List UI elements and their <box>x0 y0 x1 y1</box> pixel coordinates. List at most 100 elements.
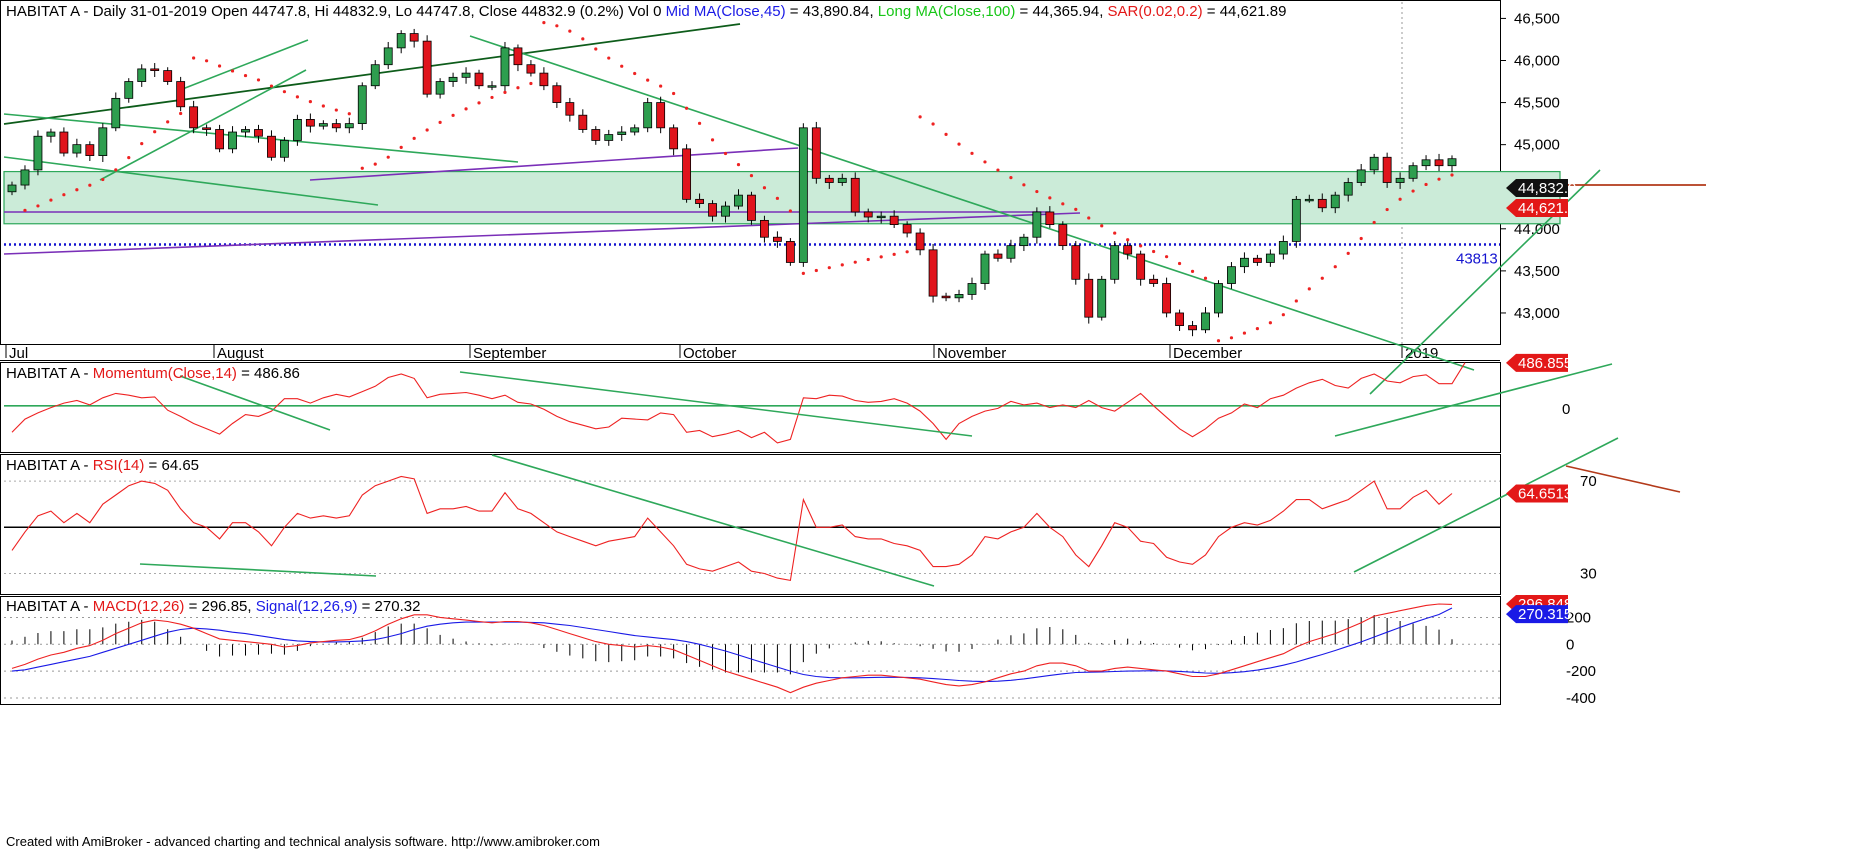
sar-dot <box>36 204 40 208</box>
sar-dot <box>399 145 403 149</box>
sar-dot <box>659 84 663 88</box>
price-y-tick-label: 46,000 <box>1514 52 1560 69</box>
momentum-value: = 486.86 <box>237 365 300 382</box>
sar-dot <box>192 56 196 60</box>
candle-body <box>850 177 860 213</box>
trendline-downtrend <box>469 35 1475 371</box>
candle-body <box>176 81 186 108</box>
sar-dot <box>633 71 637 76</box>
long-ma-label: Long MA(Close,100) <box>878 3 1016 20</box>
sar-dot <box>970 151 974 155</box>
sar-dot <box>736 163 741 167</box>
sar-dot <box>451 113 455 117</box>
candle-body <box>1382 156 1392 183</box>
candle-body <box>370 64 380 87</box>
sar-dot <box>347 112 351 116</box>
sar-dot <box>555 24 559 28</box>
sar-dot <box>542 21 546 25</box>
candle-body <box>811 127 821 179</box>
sar-dot <box>1035 189 1039 194</box>
sar-dot <box>646 78 650 82</box>
candle-body <box>1447 158 1457 167</box>
sar-dot <box>425 128 429 132</box>
candle-body <box>1136 253 1146 280</box>
sar-dot <box>101 177 105 182</box>
candle-body <box>708 203 717 217</box>
candle-body <box>1084 278 1094 318</box>
sar-dot <box>853 260 857 264</box>
candle-body <box>876 215 886 219</box>
sar-dot <box>88 183 92 187</box>
candle-body <box>915 232 925 251</box>
candle-body <box>1434 159 1444 167</box>
trendline-c2 <box>179 39 309 91</box>
candle-body <box>1356 169 1366 183</box>
momentum-value-tag: 486.855 <box>1506 353 1572 372</box>
candle-body <box>552 85 562 103</box>
candle-body <box>669 127 679 150</box>
price-y-tick-label: 45,000 <box>1514 137 1560 154</box>
candle-body <box>228 131 237 150</box>
candle-body <box>1058 224 1068 247</box>
x-axis-label: 2019 <box>1405 345 1438 362</box>
candle-body <box>1291 198 1301 242</box>
sar-dot <box>477 101 481 105</box>
sar-dot <box>1372 220 1376 225</box>
candle-body <box>1369 156 1379 171</box>
close-price-tag-bg <box>1506 179 1568 197</box>
candle-body <box>474 72 484 87</box>
sar-price-tag-bg <box>1506 199 1568 217</box>
sar-dot <box>256 78 261 82</box>
sar-dot <box>295 95 300 99</box>
sar-dot <box>1346 251 1350 255</box>
sar-dot <box>464 107 468 111</box>
candle-body <box>889 215 899 225</box>
candle-body <box>1278 241 1288 255</box>
candle-body <box>1304 198 1314 202</box>
sar-dot <box>49 198 53 202</box>
sar-dot <box>918 115 922 119</box>
sar-dot <box>801 271 805 276</box>
candle-body <box>1045 211 1055 225</box>
rsi-trendline-1 <box>139 563 377 577</box>
sar-dot <box>153 130 157 134</box>
candle-body <box>409 33 419 42</box>
sar-dot <box>697 121 702 125</box>
rsi-value-tag-bg <box>1506 484 1568 503</box>
trendline-a <box>3 113 519 163</box>
candle-body <box>98 127 108 156</box>
candle-body <box>1265 253 1275 263</box>
candle-body <box>124 81 134 99</box>
sar-dot <box>957 142 961 146</box>
sar-value: = 44,621.89 <box>1203 3 1287 20</box>
candle-body <box>292 119 302 141</box>
candle-body <box>1252 257 1262 263</box>
momentum-trendline-2 <box>459 371 973 437</box>
rsi-trendline-2 <box>491 454 935 587</box>
x-axis-label: September <box>473 345 546 362</box>
candle-body <box>980 253 990 284</box>
sar-dot <box>581 37 585 41</box>
sar-dot <box>490 95 494 100</box>
sar-dot <box>1190 269 1195 273</box>
candle-body <box>1227 266 1236 284</box>
candle-body <box>1019 236 1029 247</box>
momentum-line <box>11 362 1466 444</box>
candle-body <box>772 236 782 242</box>
sar-dot <box>179 111 183 116</box>
sar-dot <box>334 108 338 112</box>
candle-body <box>1123 245 1133 255</box>
candle-body <box>941 295 951 299</box>
candle-body <box>513 47 523 66</box>
trendline-purple-mid <box>309 147 799 181</box>
price-y-tick-label: 43,000 <box>1514 305 1560 322</box>
momentum-pane: 0 486.855 <box>4 353 1613 444</box>
candle-body <box>1149 278 1159 284</box>
sar-dot <box>1268 321 1272 325</box>
candle-body <box>111 97 121 129</box>
signal-value: = 270.32 <box>357 598 420 615</box>
macd-label: MACD(12,26) <box>93 598 185 615</box>
sar-dot <box>1074 207 1078 212</box>
sar-dot <box>1333 265 1337 269</box>
